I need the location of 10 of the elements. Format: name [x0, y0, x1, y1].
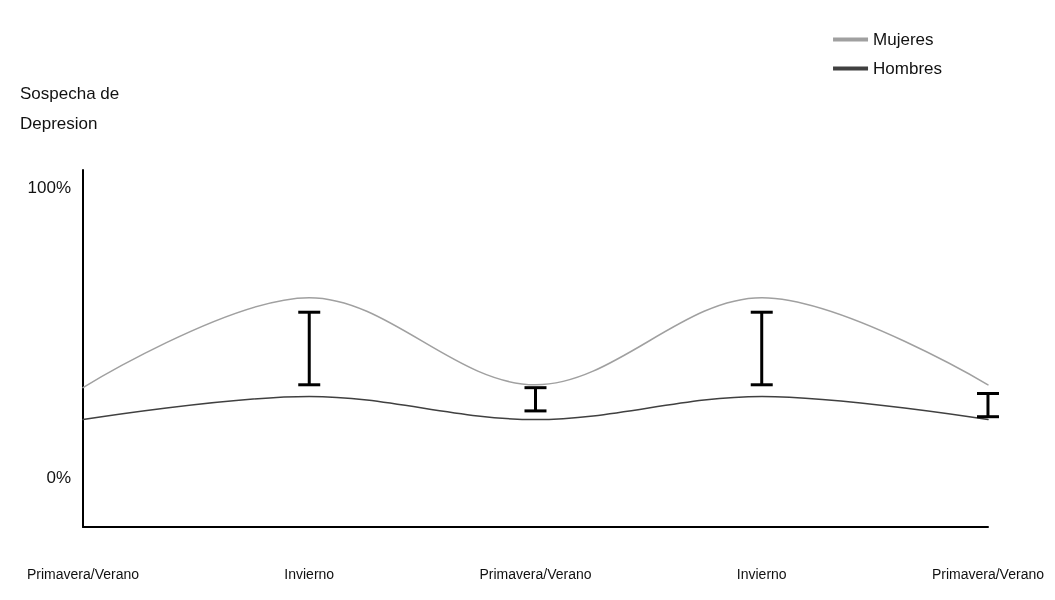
- x-tick-label: Invierno: [736, 566, 787, 582]
- x-tick-label: Invierno: [284, 566, 335, 582]
- y-tick-label: 100%: [27, 177, 71, 197]
- x-tick-label: Primavera/Verano: [479, 566, 592, 582]
- x-tick-label: Primavera/Verano: [931, 566, 1045, 582]
- legend-label: Hombres: [873, 59, 943, 78]
- x-tick-label: Primavera/Verano: [26, 566, 140, 582]
- y-tick-label: 0%: [46, 468, 71, 488]
- y-axis-title: Sospecha de Depresion: [20, 83, 124, 133]
- legend-label: Mujeres: [873, 30, 934, 49]
